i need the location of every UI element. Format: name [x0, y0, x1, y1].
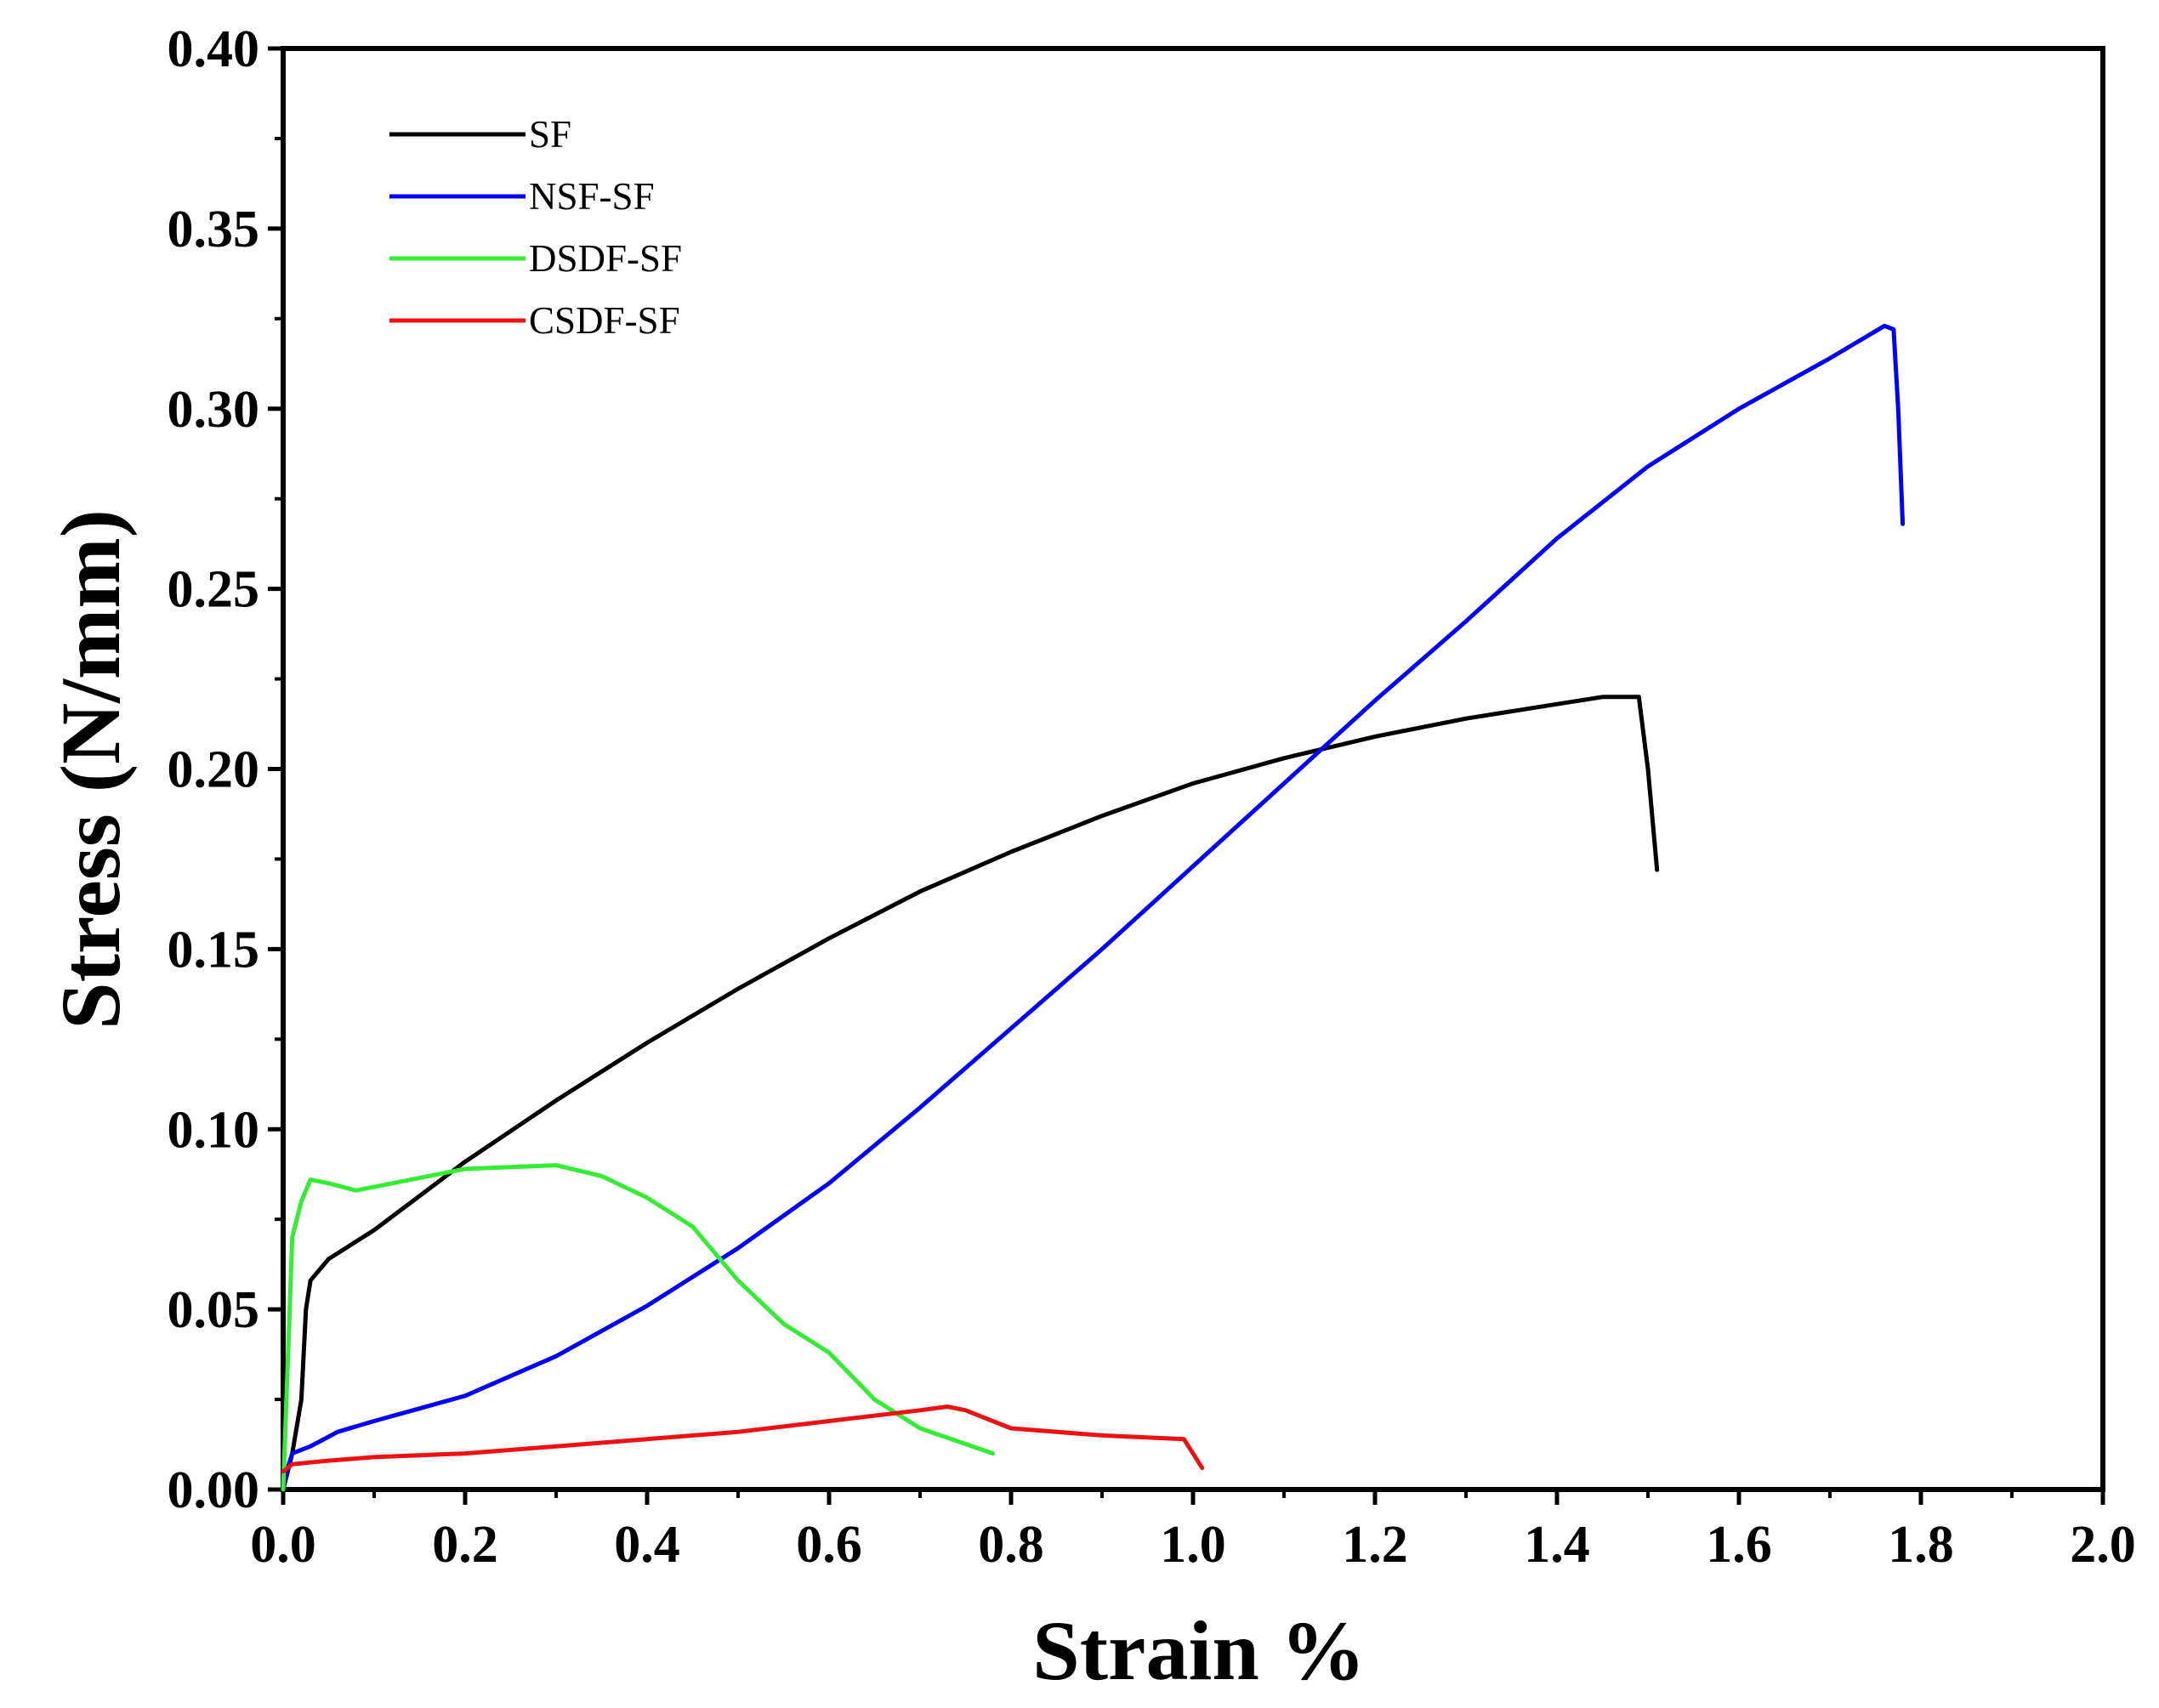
x-tick-label: 1.2 [1342, 1516, 1408, 1574]
x-tick-label: 1.8 [1888, 1516, 1954, 1574]
series-line-dsdf-sf [281, 1163, 996, 1492]
y-tick-label: 0.10 [168, 1101, 260, 1159]
y-tick-label: 0.35 [168, 201, 260, 258]
series-line-nsf-sf [281, 323, 1906, 1492]
x-tick-label: 0.2 [432, 1516, 498, 1574]
x-tick-label: 0.4 [614, 1516, 680, 1574]
x-tick-label: 0.8 [978, 1516, 1044, 1574]
y-tick-label: 0.40 [168, 20, 260, 78]
x-tick-label: 1.0 [1160, 1516, 1226, 1574]
x-tick-label: 0.6 [796, 1516, 862, 1574]
x-tick-label: 2.0 [2070, 1516, 2136, 1574]
x-axis-title: Strain % [1032, 1603, 1366, 1698]
legend-label-dsdf-sf: DSDF-SF [529, 237, 682, 280]
x-tick-label: 1.4 [1524, 1516, 1590, 1574]
y-tick-label: 0.20 [168, 741, 260, 799]
y-tick-label: 0.25 [168, 561, 260, 619]
series-line-csdf-sf [281, 1404, 1205, 1474]
legend-label-csdf-sf: CSDF-SF [529, 299, 680, 342]
legend-label-nsf-sf: NSF-SF [529, 175, 655, 218]
legend-label-sf: SF [529, 113, 571, 156]
y-tick-label: 0.00 [168, 1461, 260, 1519]
x-tick-label: 0.0 [250, 1516, 316, 1574]
y-tick-label: 0.15 [168, 921, 260, 979]
y-axis-title: Stress (N/mm) [43, 509, 138, 1030]
y-tick-label: 0.05 [168, 1281, 260, 1339]
series-line-sf [281, 695, 1660, 1492]
x-tick-label: 1.6 [1706, 1516, 1772, 1574]
y-tick-label: 0.30 [168, 381, 260, 439]
